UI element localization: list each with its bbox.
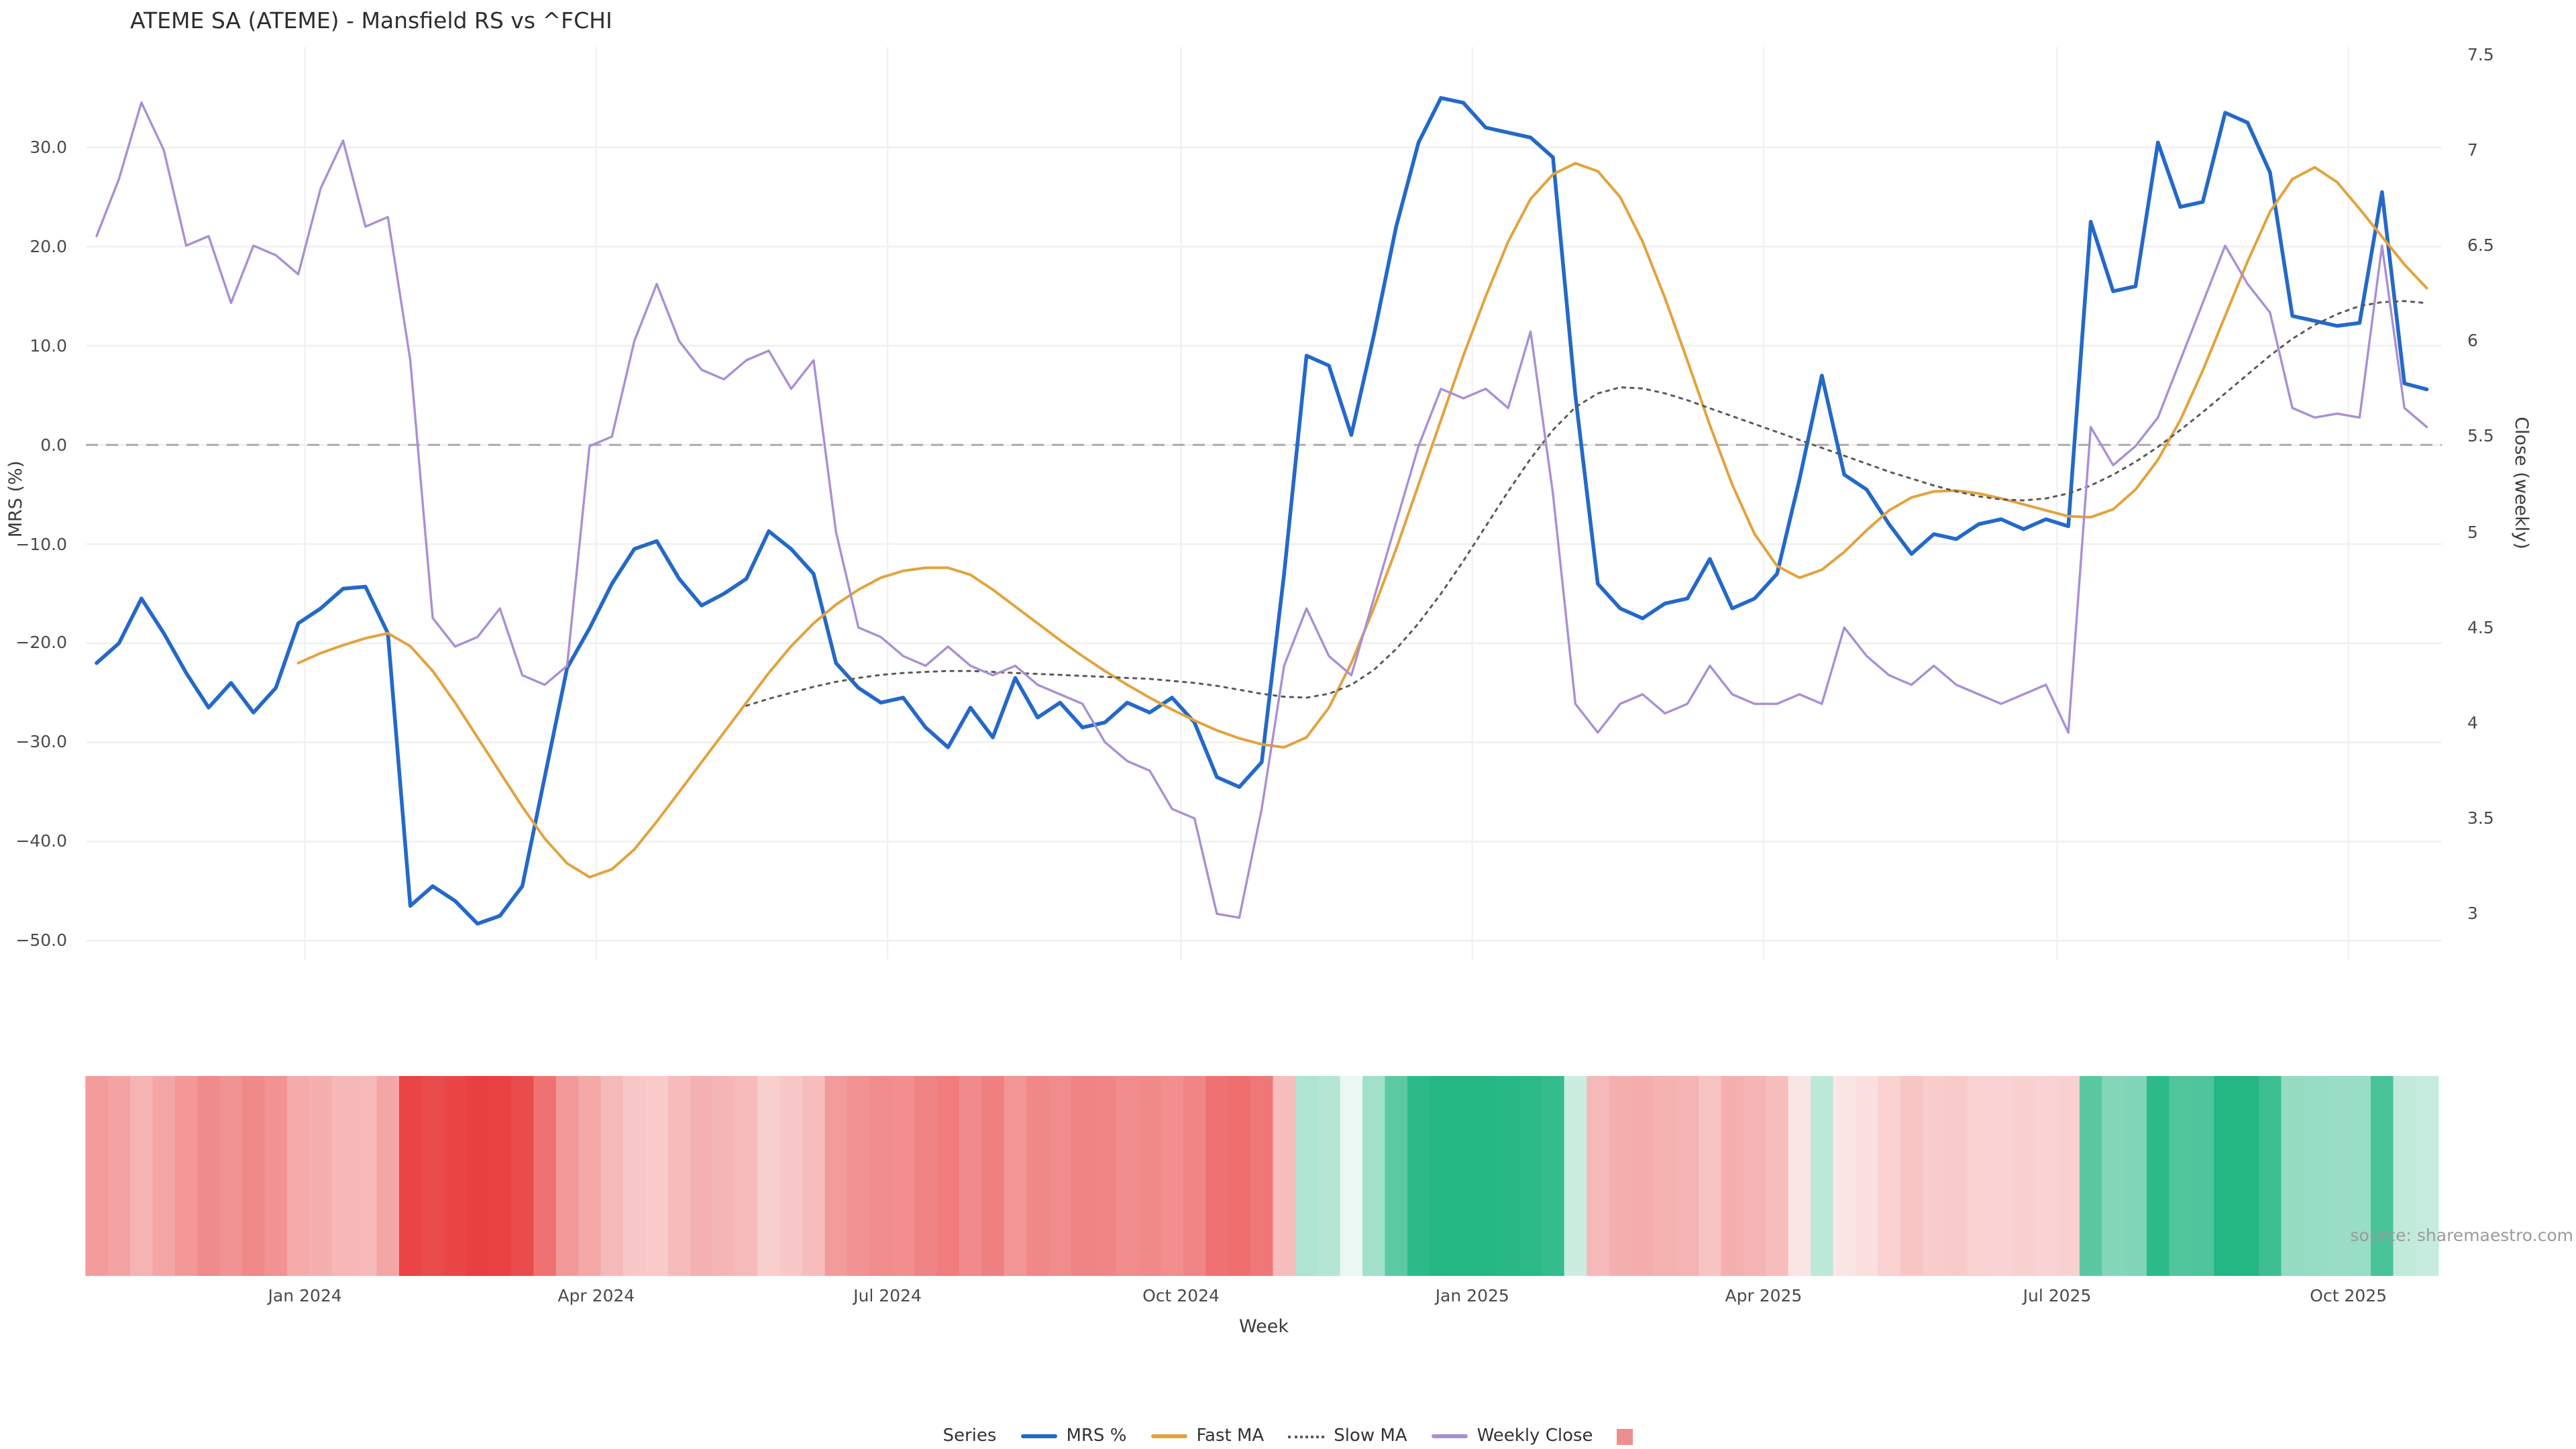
y-right-tick: 6 [2467, 330, 2478, 351]
y-left-tick: −10.0 [15, 533, 67, 553]
legend: Series MRS % Fast MA Slow MA Weekly Close [0, 1426, 2576, 1446]
x-tick: Jan 2024 [268, 1285, 342, 1305]
y-right-tick: 7 [2467, 139, 2478, 160]
x-tick: Jul 2025 [2023, 1285, 2092, 1305]
x-tick: Oct 2024 [1142, 1285, 1220, 1305]
y-right-tick: 5 [2467, 521, 2478, 542]
legend-item-heatmap [1617, 1428, 1633, 1444]
legend-swatch-fast-ma [1150, 1434, 1187, 1438]
legend-label-mrs: MRS % [1066, 1426, 1127, 1446]
x-tick: Jul 2024 [853, 1285, 922, 1305]
y-left-tick: 10.0 [30, 335, 67, 356]
series-line-weekly-close [95, 101, 2428, 919]
y-axis-right-label: Close (weekly) [2510, 417, 2532, 549]
x-tick: Jan 2025 [1435, 1285, 1509, 1305]
y-right-tick: 3 [2467, 903, 2478, 924]
x-tick: Apr 2025 [1725, 1285, 1803, 1305]
legend-item-weekly-close: Weekly Close [1431, 1426, 1593, 1446]
gridlines [86, 47, 2442, 959]
mrs-heatmap-strip [85, 1076, 2439, 1276]
y-right-tick: 7.5 [2467, 44, 2494, 64]
legend-item-fast-ma: Fast MA [1150, 1426, 1264, 1446]
y-left-tick: −20.0 [15, 632, 67, 653]
legend-swatch-heatmap [1617, 1428, 1633, 1444]
y-left-tick: 30.0 [30, 136, 67, 157]
y-right-tick: 5.5 [2467, 425, 2494, 446]
legend-swatch-weekly-close [1431, 1434, 1468, 1438]
y-left-tick: 0.0 [40, 434, 67, 455]
legend-swatch-mrs [1020, 1434, 1057, 1439]
y-left-tick: −30.0 [15, 731, 67, 752]
legend-title: Series [943, 1426, 997, 1446]
x-tick: Oct 2025 [2310, 1285, 2387, 1305]
x-tick: Apr 2024 [557, 1285, 635, 1305]
page-title: ATEME SA (ATEME) - Mansfield RS vs ^FCHI [130, 8, 612, 34]
y-right-tick: 4 [2467, 712, 2478, 733]
legend-items: MRS % Fast MA Slow MA Weekly Close [1020, 1426, 1633, 1446]
y-left-tick: −50.0 [15, 930, 67, 951]
y-axis-left-label: MRS (%) [5, 460, 27, 538]
series-line-slow-ma [745, 300, 2428, 707]
legend-label-weekly-close: Weekly Close [1477, 1426, 1593, 1446]
legend-item-mrs: MRS % [1020, 1426, 1126, 1446]
legend-label-slow-ma: Slow MA [1334, 1426, 1407, 1446]
legend-item-slow-ma: Slow MA [1288, 1426, 1407, 1446]
y-left-tick: −40.0 [15, 830, 67, 851]
legend-swatch-slow-ma [1288, 1435, 1325, 1438]
y-right-tick: 4.5 [2467, 616, 2494, 637]
y-right-tick: 6.5 [2467, 235, 2494, 256]
y-left-tick: 20.0 [30, 235, 67, 256]
legend-label-fast-ma: Fast MA [1196, 1426, 1265, 1446]
y-right-tick: 3.5 [2467, 808, 2494, 828]
series-line-mrs [95, 96, 2429, 926]
source-note: source: sharemaestro.com [2350, 1225, 2574, 1245]
x-axis-label: Week [1239, 1316, 1289, 1338]
